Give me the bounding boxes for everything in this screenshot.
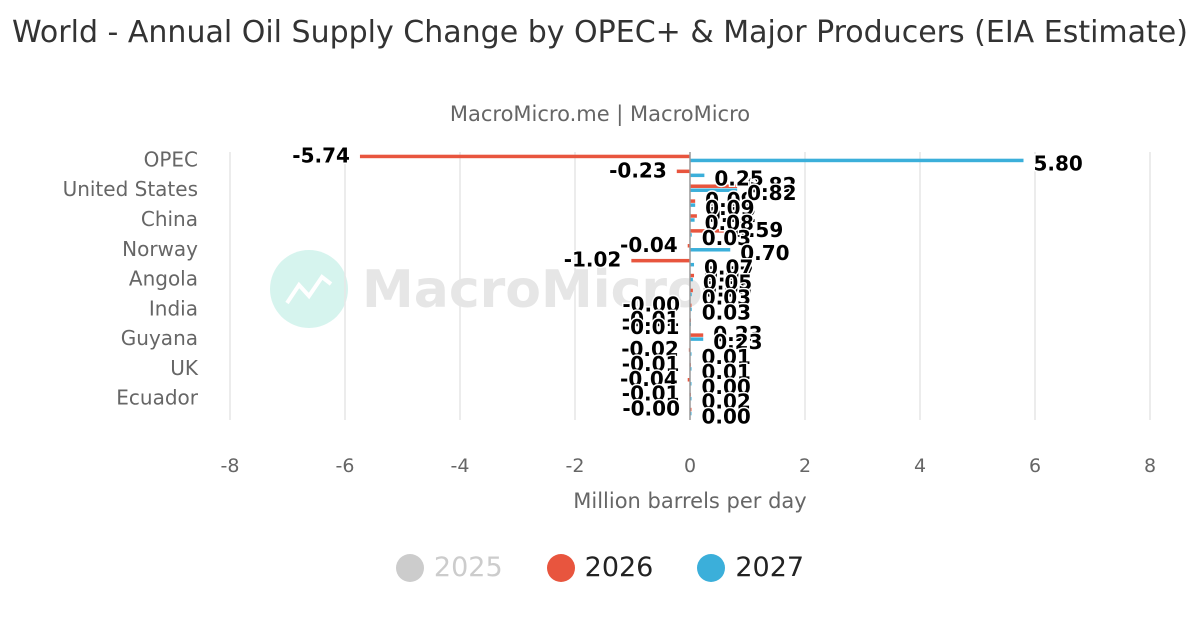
bar-2026 [690, 184, 738, 188]
data-label-2027: 0.07 [704, 256, 753, 280]
legend-dot-icon [697, 553, 726, 582]
x-tick-label: -4 [451, 455, 470, 477]
data-label-2027: 0.23 [713, 330, 762, 354]
legend-label: 2025 [433, 552, 503, 583]
data-label-2026: 0.09 [705, 188, 754, 212]
watermark-logo-icon [270, 250, 348, 328]
bar-2026 [687, 244, 690, 248]
bar-2026 [690, 199, 696, 203]
bar-2026 [631, 258, 690, 263]
watermark: MacroMicro [270, 250, 703, 328]
legend-item-2026[interactable]: 2026 [546, 552, 654, 583]
x-tick-label: -8 [221, 455, 240, 477]
data-label-2026: -0.04 [620, 233, 678, 257]
bar-2027 [690, 307, 692, 312]
data-label-2027: 0.08 [705, 211, 754, 235]
data-label-2026: -0.01 [622, 352, 680, 376]
chart-source: MacroMicro.me | MacroMicro [449, 102, 751, 126]
legend: 2025 2026 2027 [0, 552, 1200, 583]
y-tick-label: Norway [122, 237, 198, 261]
bar-2027 [690, 337, 704, 341]
data-label-2027: 0.03 [702, 300, 751, 324]
bar-2026 [359, 154, 690, 159]
bar-2026 [687, 378, 690, 382]
chart-svg: MacroMicro -5.74 -0.23 0.820.090.120.59 -0.… [63, 142, 1156, 513]
data-label-2027: 0.03 [702, 285, 751, 309]
bar-2026 [690, 273, 695, 278]
y-tick-label: Guyana [121, 326, 198, 350]
data-label-2026: 0.07 [704, 263, 753, 287]
data-label-2026: -0.01 [622, 382, 680, 406]
data-label-2026: 0.05 [703, 277, 752, 301]
data-label-2027: 0.05 [703, 271, 752, 295]
legend-label: 2027 [735, 552, 805, 583]
data-label-2027: 0.01 [702, 360, 751, 384]
data-label-2026: -0.00 [622, 292, 680, 316]
x-tick-label: 4 [914, 455, 926, 477]
data-label-2026: 0.82 [747, 173, 796, 197]
x-tick-label: 8 [1144, 455, 1156, 477]
bar-2027 [690, 277, 693, 282]
data-label-2026: 0.59 [734, 218, 783, 242]
bar-2026 [690, 288, 693, 293]
x-tick-label: 6 [1029, 455, 1041, 477]
bar-2027 [690, 173, 705, 178]
data-label-2027: 0.25 [714, 166, 763, 190]
bar-2027 [690, 233, 692, 237]
data-label-2026: -0.00 [622, 397, 680, 421]
data-label-2027: 0.02 [702, 390, 751, 414]
data-label-2026: 0.12 [707, 203, 756, 227]
data-label-2026: -1.02 [564, 248, 622, 272]
data-label-2026: -0.02 [621, 337, 679, 361]
x-tick-label: 0 [684, 455, 696, 477]
data-label-2026: -0.01 [622, 307, 680, 331]
data-label-2026: -0.04 [620, 367, 678, 391]
watermark-logo-line [285, 274, 333, 305]
bar-2027 [690, 248, 731, 252]
y-tick-label: OPEC [144, 147, 198, 171]
y-tick-label: China [141, 207, 198, 231]
legend-item-2027[interactable]: 2027 [697, 552, 804, 583]
bar-2026 [690, 333, 704, 337]
y-tick-label: Ecuador [116, 386, 198, 410]
bar-2026 [690, 214, 697, 218]
data-label-2027: 5.80 [1034, 151, 1083, 175]
data-label-2026: 0.23 [713, 322, 762, 346]
data-label-2027: 0.00 [702, 375, 751, 399]
bar-2026 [676, 169, 690, 174]
y-tick-label: Angola [129, 267, 198, 291]
data-label-2026: -0.23 [609, 158, 667, 182]
data-label-2027: 0.00 [702, 405, 751, 429]
y-tick-label: United States [63, 177, 198, 201]
bar-2027 [690, 158, 1024, 163]
watermark-text: MacroMicro [362, 260, 703, 320]
bar-2027 [690, 218, 695, 222]
bar-2027 [690, 292, 692, 297]
x-tick-label: 2 [799, 455, 811, 477]
data-label-2027: 0.03 [702, 226, 751, 250]
y-tick-label: UK [170, 356, 199, 380]
bar-2026 [690, 229, 724, 233]
data-label-2027: 0.09 [705, 196, 754, 220]
x-axis-title: Million barrels per day [573, 489, 806, 513]
data-label-2027: -0.01 [622, 315, 680, 339]
legend-dot-icon [395, 553, 424, 582]
legend-label: 2026 [584, 552, 654, 583]
data-label-2026: -5.74 [292, 143, 350, 167]
bar-2027 [690, 262, 695, 267]
x-tick-label: -2 [566, 455, 585, 477]
legend-dot-icon [546, 553, 575, 582]
bar-2027 [690, 188, 738, 192]
data-label-2027: 0.70 [740, 241, 789, 265]
x-tick-label: -6 [336, 455, 355, 477]
y-tick-label: India [149, 296, 198, 320]
data-label-2027: 0.01 [702, 345, 751, 369]
legend-item-2025[interactable]: 2025 [395, 552, 503, 583]
data-label-2027: 0.82 [747, 181, 796, 205]
chart-title: World - Annual Oil Supply Change by OPEC… [12, 15, 1188, 50]
bar-2027 [690, 203, 696, 207]
